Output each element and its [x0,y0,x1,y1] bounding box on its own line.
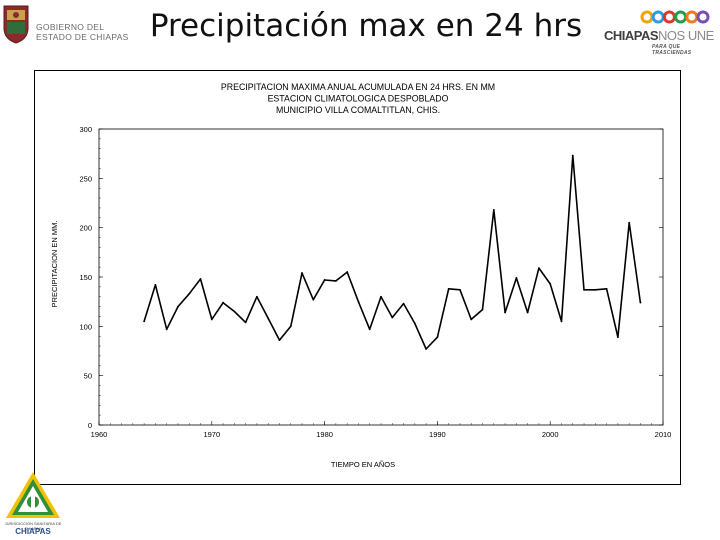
y-tick-label: 0 [88,421,92,430]
data-point [402,302,405,305]
chart-title-line: MUNICIPIO VILLA COMALTITLAN, CHIS. [276,105,440,115]
x-tick-label: 2000 [542,430,559,439]
y-tick-label: 200 [79,224,92,233]
data-point [222,301,224,304]
data-point [594,288,597,291]
data-point [143,320,146,323]
data-point [368,328,371,331]
y-tick-label: 100 [79,322,92,331]
x-axis-label: TIEMPO EN AÑOS [331,460,395,469]
data-point [256,295,258,298]
precipitation-chart: PRECIPITACION MAXIMA ANUAL ACUMULADA EN … [50,82,672,469]
data-point [459,288,461,291]
y-axis-label: PRECIPITACION EN MM. [50,221,59,308]
brand-ring [640,10,654,24]
data-point [639,301,642,304]
chart-title-line: ESTACION CLIMATOLOGICA DESPOBLADO [268,94,449,104]
y-tick-label: 50 [84,372,92,381]
chart-title-line: PRECIPITACION MAXIMA ANUAL ACUMULADA EN … [221,82,495,92]
brand-ring [685,10,699,24]
data-point [470,318,473,321]
data-point [177,305,179,308]
y-tick-label: 150 [79,273,92,282]
data-point [413,322,416,325]
plot-frame [98,128,664,426]
data-point [504,311,506,314]
x-tick-label: 1980 [316,430,333,439]
data-point [515,277,518,279]
coat-of-arms-icon [3,5,29,44]
data-point [481,308,484,311]
data-point [571,154,574,157]
y-tick-label: 300 [79,125,92,134]
x-tick-label: 1970 [203,430,220,439]
data-point [526,311,529,314]
brand-tagline: PARA QUE TRASCIENDAS [652,44,692,56]
data-point [628,221,631,224]
data-point [188,292,191,295]
data-point [267,317,270,320]
brand-sub-text: NOS UNE [658,28,714,43]
data-point [605,287,608,290]
data-point [549,283,552,285]
footer-logo: JURISDICCIÓN SANITARIA DE CHIAPAS CHIAPA… [4,470,62,538]
data-point [346,271,349,273]
data-point [312,298,315,301]
brand-ring [674,10,688,24]
data-point [583,288,585,291]
x-tick-label: 1960 [91,430,108,439]
brand-main-text: CHIAPAS [604,28,659,43]
footer-org-text: JURISDICCIÓN SANITARIA DE CHIAPAS [4,521,62,531]
data-point [154,283,157,286]
brand-ring [662,10,676,24]
data-point [278,339,281,342]
gov-text-line1: GOBIERNO DEL [36,22,105,32]
brand-ring [651,10,665,24]
data-point [436,336,439,339]
data-point [289,325,292,328]
slide-title: Precipitación max en 24 hrs [149,8,583,44]
chart-panel: PRECIPITACION MAXIMA ANUAL ACUMULADA EN … [34,70,681,485]
data-point [616,336,619,339]
health-emblem-icon [6,472,60,518]
data-point [560,320,563,323]
y-tick-label: 250 [79,174,92,183]
data-point [210,318,213,321]
data-point [165,328,168,331]
footer-brand-text: CHIAPAS [15,527,51,536]
chiapas-nos-une-logo: CHIAPASNOS UNE PARA QUE TRASCIENDAS [604,8,716,56]
data-point [199,278,202,280]
brand-ring [696,10,710,24]
data-point [492,209,495,211]
data-point [323,279,326,281]
data-point [425,348,428,350]
gov-text-line2: ESTADO DE CHIAPAS [36,32,129,42]
data-point [301,272,303,274]
data-point [244,321,247,324]
slide-header: GOBIERNO DEL ESTADO DE CHIAPAS Precipita… [0,0,720,60]
x-tick-label: 1990 [429,430,446,439]
rings-icon [640,10,710,24]
government-logo: GOBIERNO DEL ESTADO DE CHIAPAS [2,4,130,48]
data-point [447,287,450,290]
x-tick-label: 2010 [655,430,672,439]
data-point [334,280,337,282]
data-point [391,316,394,319]
precipitation-series-line [143,154,642,350]
data-point [380,295,382,298]
data-point [233,310,236,313]
data-point [357,300,360,303]
data-point [538,267,540,270]
